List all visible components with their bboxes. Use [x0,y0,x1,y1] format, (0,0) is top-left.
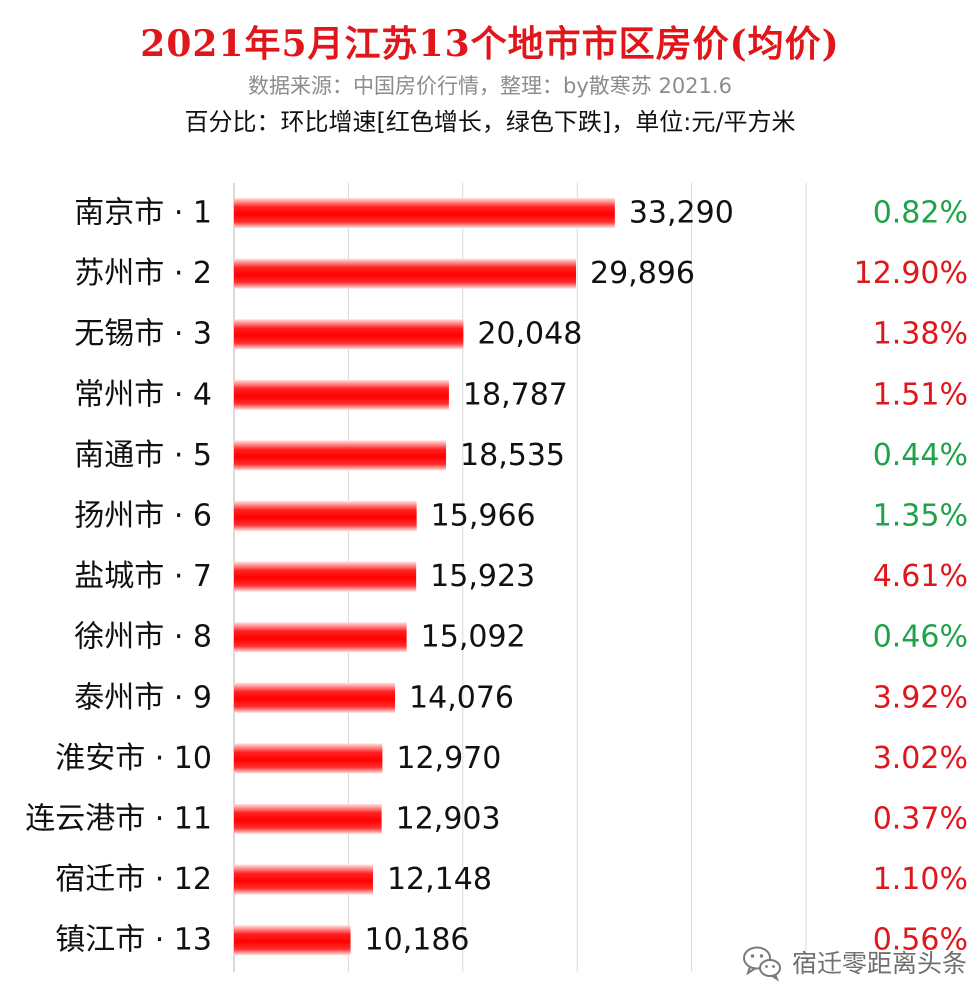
bar [234,682,396,713]
value-label: 12,970 [396,741,501,776]
change-label: 0.46% [873,620,968,655]
chart-note: 百分比：环比增速[红色增长，绿色下跌]，单位:元/平方米 [184,108,796,136]
bar [234,319,464,350]
category-label: 南京市 · 1 [74,196,212,231]
category-label: 徐州市 · 8 [74,620,212,655]
change-label: 0.82% [873,196,968,231]
category-label: 连云港市 · 11 [25,802,212,837]
watermark: 宿迁零距离头条 [740,940,967,984]
bar [234,440,447,471]
bar [234,501,417,531]
value-label: 18,787 [463,377,568,412]
wechat-icon [743,946,781,982]
change-label: 1.35% [873,499,968,534]
category-label: 宿迁市 · 12 [55,862,212,897]
category-label: 镇江市 · 13 [55,923,212,958]
value-label: 18,535 [460,438,565,473]
category-label: 扬州市 · 6 [74,499,212,534]
change-label: 1.51% [873,377,968,412]
change-label: 0.56% [873,923,968,958]
chart-subtitle: 数据来源：中国房价行情，整理：by散寒苏 2021.6 [248,74,732,98]
change-label: 12.90% [854,256,968,291]
bar [234,379,449,410]
value-label: 33,290 [629,196,734,231]
value-label: 20,048 [477,317,582,352]
bar [234,561,417,592]
value-label: 15,923 [430,559,535,594]
bar [234,258,577,289]
bar [234,743,383,774]
category-label: 泰州市 · 9 [74,680,212,715]
chart-title: 2021年5月江苏13个地市市区房价(均价) [140,23,840,65]
watermark-text: 宿迁零距离头条 [792,949,968,978]
change-label: 4.61% [873,559,968,594]
change-label: 0.44% [873,438,968,473]
bar [234,925,351,956]
value-label: 12,148 [387,862,492,897]
category-label: 盐城市 · 7 [74,559,212,594]
category-label: 苏州市 · 2 [74,256,212,291]
change-label: 1.38% [873,317,968,352]
change-label: 3.92% [873,680,968,715]
bar [234,864,373,895]
value-label: 15,092 [421,620,526,655]
bar [234,804,382,834]
bar [234,622,407,653]
category-label: 南通市 · 5 [74,438,212,473]
change-label: 0.37% [873,802,968,837]
bar [234,198,615,228]
value-label: 29,896 [590,256,695,291]
change-label: 1.10% [873,862,968,897]
value-label: 10,186 [365,923,470,958]
value-label: 12,903 [396,802,501,837]
change-label: 3.02% [873,741,968,776]
category-label: 淮安市 · 10 [55,741,212,776]
value-label: 14,076 [409,680,514,715]
value-label: 15,966 [431,499,536,534]
category-label: 无锡市 · 3 [74,317,212,352]
category-label: 常州市 · 4 [74,377,212,412]
